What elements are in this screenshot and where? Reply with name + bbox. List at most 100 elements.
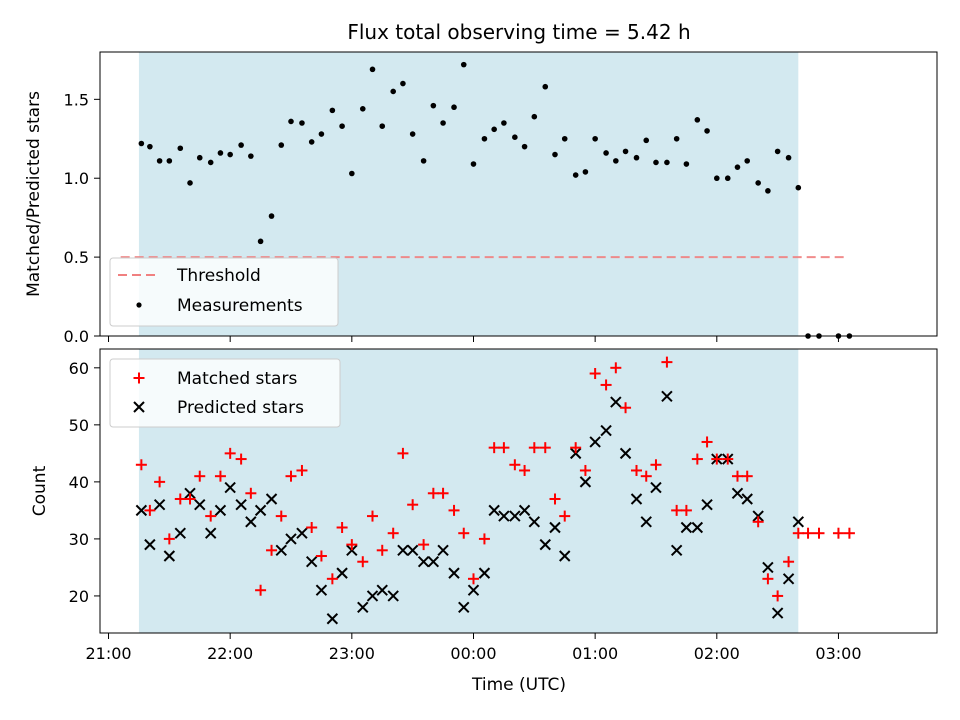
- matched-point: [194, 470, 206, 482]
- predicted-point: [630, 493, 643, 505]
- predicted-point: [600, 424, 612, 437]
- measurement-point: [329, 107, 336, 114]
- bottom-axes-frame: [99, 348, 938, 634]
- measurement-point: [409, 131, 416, 137]
- predicted-point: [437, 544, 449, 557]
- measurement-point: [755, 180, 761, 186]
- measurement-points: [138, 61, 853, 339]
- predicted-point: [135, 504, 148, 517]
- legend-matched-label: Matched stars: [177, 369, 297, 389]
- matched-point: [680, 504, 692, 516]
- matched-point: [600, 379, 612, 391]
- measurement-point: [481, 135, 488, 142]
- legend-predicted-swatch: [133, 401, 145, 413]
- x-axis-label: Time (UTC): [471, 675, 566, 695]
- predicted-point: [691, 521, 704, 534]
- matched-point: [367, 510, 379, 522]
- matched-point: [752, 516, 764, 528]
- matched-point: [266, 544, 278, 556]
- matched-point: [620, 402, 632, 414]
- y-tick-label: 0.5: [64, 248, 89, 267]
- predicted-point: [417, 556, 430, 568]
- matched-point: [488, 442, 500, 454]
- predicted-point: [731, 487, 744, 499]
- predicted-point: [285, 533, 297, 545]
- x-tick-label: 23:00: [329, 644, 375, 663]
- chart-title: Flux total observing time = 5.42 h: [347, 20, 690, 44]
- measurement-point: [238, 142, 244, 148]
- measurement-point: [491, 126, 497, 133]
- predicted-point: [235, 498, 247, 511]
- matched-point: [843, 527, 855, 539]
- matched-point: [570, 442, 582, 454]
- predicted-point: [397, 544, 409, 557]
- measurement-point: [156, 158, 163, 164]
- matched-point: [407, 499, 419, 511]
- predicted-point: [680, 521, 693, 534]
- ratio-panel: 0.0 0.5 1.0 1.5 Matched/Predicted stars Thr…: [24, 51, 938, 346]
- measurement-point: [460, 61, 467, 68]
- legend-measurements-label: Measurements: [177, 296, 303, 316]
- matched-point: [640, 470, 652, 482]
- matched-point: [255, 584, 267, 596]
- measurement-point: [592, 135, 598, 142]
- legend-plus-marker: [133, 372, 145, 384]
- y-tick-label: 30: [69, 530, 89, 549]
- predicted-point: [782, 573, 795, 585]
- predicted-point: [346, 544, 358, 557]
- measurement-point: [704, 128, 710, 134]
- predicted-point: [366, 590, 379, 602]
- x-tick-label: 02:00: [694, 644, 740, 663]
- measurement-point: [257, 238, 264, 245]
- y-tick-label: 1.0: [64, 169, 89, 188]
- measurement-point: [521, 143, 528, 150]
- measurement-point: [138, 140, 145, 147]
- predicted-point: [619, 447, 632, 460]
- matched-point: [326, 573, 338, 585]
- measurement-point: [683, 161, 690, 167]
- top-y-ticks: 0.0 0.5 1.0 1.5: [64, 90, 100, 346]
- predicted-point: [357, 601, 369, 614]
- matched-point: [184, 493, 196, 505]
- matched-point: [691, 453, 703, 465]
- measurement-point: [369, 66, 376, 73]
- matched-point: [661, 356, 673, 368]
- matched-point: [174, 493, 186, 505]
- measurement-point: [359, 106, 366, 112]
- matched-point: [427, 487, 439, 499]
- matched-point: [650, 459, 662, 471]
- measurement-point: [470, 161, 477, 167]
- predicted-point: [254, 504, 267, 517]
- bottom-x-ticks: 21:00 22:00 23:00 00:00 01:00 02:00 03:00: [85, 633, 862, 663]
- matched-point: [214, 470, 226, 482]
- matched-point: [235, 453, 247, 465]
- predicted-point: [194, 498, 206, 511]
- measurement-point: [572, 172, 579, 178]
- matched-point: [539, 442, 551, 454]
- matched-point: [296, 464, 308, 476]
- predicted-point: [741, 493, 753, 505]
- matched-point: [478, 533, 490, 545]
- predicted-point: [539, 538, 551, 551]
- bottom-y-ticks: 20 30 40 50 60: [69, 359, 100, 606]
- matched-point: [448, 504, 460, 516]
- matched-point: [549, 493, 561, 505]
- matched-point: [792, 527, 804, 539]
- matched-point: [458, 527, 470, 539]
- predicted-point: [458, 601, 470, 614]
- predicted-point: [387, 590, 399, 602]
- predicted-point: [509, 510, 521, 522]
- matched-point: [671, 504, 683, 516]
- count-points: [135, 356, 855, 625]
- count-panel: 20 30 40 50 60 21:00 22:00 23:00 00:00 01:00 02:0…: [30, 348, 938, 695]
- matched-point: [275, 510, 287, 522]
- matched-point: [579, 464, 591, 476]
- legend-x-marker: [133, 401, 145, 413]
- matched-point: [336, 521, 348, 533]
- predicted-point: [265, 493, 278, 505]
- predicted-point: [296, 527, 308, 539]
- measurement-point: [531, 113, 538, 120]
- measurement-point: [603, 150, 609, 156]
- matched-point: [397, 447, 409, 459]
